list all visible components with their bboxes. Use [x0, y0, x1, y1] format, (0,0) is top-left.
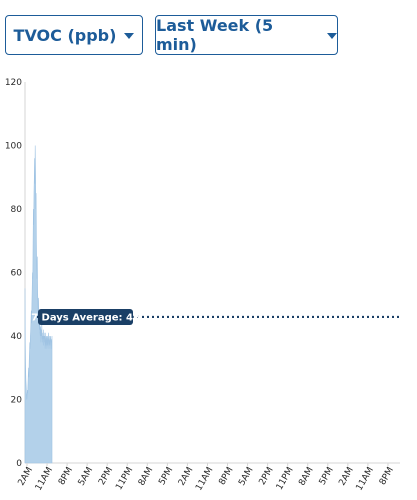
x-tick-label: 11PM [114, 466, 135, 492]
y-tick-label: 120 [5, 78, 22, 88]
metric-dropdown-label: TVOC (ppb) [13, 25, 117, 45]
tvoc-area-path [24, 145, 53, 464]
average-annotation: 7 Days Average: 46 [31, 308, 400, 325]
average-badge [38, 308, 133, 325]
time-range-dropdown[interactable]: Last Week (5 min) [155, 15, 338, 55]
y-tick-label: 80 [11, 205, 23, 215]
y-tick-label: 0 [16, 459, 22, 469]
x-tick-label: 2PM [97, 466, 115, 487]
x-tick-label: 11PM [275, 466, 296, 492]
average-label: 7 Days Average: 46 [31, 312, 140, 323]
chart-axes [24, 82, 400, 464]
chevron-down-icon [124, 33, 135, 39]
x-tick-label: 5PM [318, 466, 336, 487]
x-tick-label: 5PM [157, 466, 175, 487]
y-tick-label: 40 [11, 332, 23, 342]
x-tick-label: 8PM [57, 466, 75, 487]
x-tick-label: 11AM [34, 466, 55, 493]
chevron-down-icon [327, 33, 337, 39]
x-tick-label: 2AM [337, 466, 355, 488]
x-tick-label: 8AM [297, 466, 315, 488]
chart-area-series [24, 145, 53, 464]
time-range-dropdown-label: Last Week (5 min) [156, 16, 274, 54]
x-tick-label: 8PM [378, 466, 396, 487]
y-axis-ticks: 0 20 40 60 80 100 120 [5, 78, 22, 469]
y-tick-label: 60 [11, 269, 23, 279]
x-tick-label: 11AM [355, 466, 376, 493]
x-tick-label: 11AM [194, 466, 215, 493]
x-tick-label: 5AM [77, 466, 95, 488]
x-tick-label: 8PM [217, 466, 235, 487]
x-tick-label: 5AM [237, 466, 255, 488]
y-tick-label: 20 [11, 396, 23, 406]
metric-dropdown[interactable]: TVOC (ppb) [5, 15, 143, 55]
x-tick-label: 2AM [177, 466, 195, 488]
y-tick-label: 100 [5, 142, 22, 152]
x-tick-label: 8AM [137, 466, 155, 488]
x-tick-label: 2PM [258, 466, 276, 487]
